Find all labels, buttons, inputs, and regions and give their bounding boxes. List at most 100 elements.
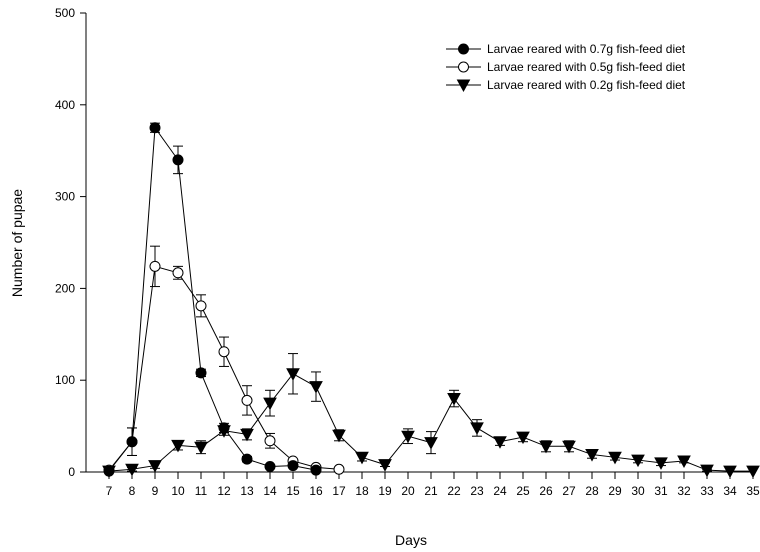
y-tick-label: 400 xyxy=(55,98,75,112)
data-point xyxy=(149,122,161,134)
data-point xyxy=(218,422,230,434)
data-point xyxy=(516,431,530,445)
x-tick-label: 12 xyxy=(217,484,231,498)
data-point xyxy=(447,393,461,406)
data-point xyxy=(333,463,345,475)
data-point xyxy=(195,367,207,379)
y-tick-label: 200 xyxy=(55,281,75,295)
x-tick-label: 30 xyxy=(631,484,645,498)
x-tick-label: 8 xyxy=(129,484,136,498)
data-point xyxy=(608,451,622,465)
data-point xyxy=(309,381,323,394)
x-tick-label: 10 xyxy=(171,484,185,498)
data-point xyxy=(240,428,254,442)
series-2 xyxy=(102,353,760,479)
data-point xyxy=(562,440,576,454)
x-tick-label: 23 xyxy=(470,484,484,498)
x-tick-label: 25 xyxy=(516,484,530,498)
series-1 xyxy=(103,245,345,476)
legend-marker xyxy=(458,61,469,73)
series-0 xyxy=(103,122,322,477)
data-point xyxy=(746,465,760,479)
x-tick-label: 29 xyxy=(608,484,622,498)
x-tick-label: 28 xyxy=(585,484,599,498)
series-layer xyxy=(102,122,760,479)
x-tick-label: 32 xyxy=(677,484,691,498)
series-line xyxy=(108,265,340,471)
x-tick-label: 9 xyxy=(152,484,159,498)
data-point xyxy=(470,422,484,435)
data-point xyxy=(631,454,645,468)
data-point xyxy=(424,437,438,450)
series-line xyxy=(108,126,317,472)
legend-marker xyxy=(458,43,469,55)
legend-item-1: Larvae reared with 0.5g fish-feed diet xyxy=(446,60,686,74)
data-point xyxy=(194,441,208,455)
x-tick-label: 13 xyxy=(240,484,254,498)
data-point xyxy=(125,463,139,477)
data-point xyxy=(539,440,553,454)
data-point xyxy=(218,346,230,358)
data-point xyxy=(241,453,253,465)
data-point xyxy=(355,451,369,465)
legend-item-2: Larvae reared with 0.2g fish-feed diet xyxy=(446,78,686,93)
legend-label: Larvae reared with 0.5g fish-feed diet xyxy=(487,60,686,74)
data-point xyxy=(264,435,276,447)
x-tick-label: 33 xyxy=(700,484,714,498)
x-axis-title: Days xyxy=(395,532,427,548)
x-tick-label: 22 xyxy=(447,484,461,498)
legend-item-0: Larvae reared with 0.7g fish-feed diet xyxy=(446,42,686,56)
data-point xyxy=(241,394,253,406)
x-tick-label: 16 xyxy=(309,484,323,498)
data-point xyxy=(310,464,322,476)
x-tick-label: 18 xyxy=(355,484,369,498)
x-tick-label: 19 xyxy=(378,484,392,498)
y-tick-label: 300 xyxy=(55,190,75,204)
x-tick-label: 20 xyxy=(401,484,415,498)
data-point xyxy=(263,397,277,411)
data-point xyxy=(172,267,184,279)
x-tick-label: 34 xyxy=(723,484,737,498)
data-point xyxy=(172,154,184,166)
data-point xyxy=(148,460,162,473)
x-tick-label: 24 xyxy=(493,484,507,498)
x-tick-label: 31 xyxy=(654,484,668,498)
data-point xyxy=(287,460,299,472)
legend-label: Larvae reared with 0.7g fish-feed diet xyxy=(487,42,686,56)
x-tick-label: 17 xyxy=(332,484,346,498)
data-point xyxy=(654,457,668,470)
x-tick-label: 11 xyxy=(195,484,208,498)
x-tick-label: 7 xyxy=(106,484,113,498)
x-tick-label: 26 xyxy=(539,484,553,498)
y-tick-label: 0 xyxy=(68,465,75,479)
x-tick-label: 15 xyxy=(286,484,300,498)
data-point xyxy=(171,439,185,453)
data-point xyxy=(103,465,115,477)
x-tick-label: 27 xyxy=(562,484,576,498)
data-point xyxy=(401,430,415,444)
data-point xyxy=(585,449,599,462)
legend: Larvae reared with 0.7g fish-feed diet La… xyxy=(446,42,686,93)
data-point xyxy=(126,436,138,448)
x-tick-label: 35 xyxy=(746,484,760,498)
x-tick-label: 21 xyxy=(424,484,438,498)
series-line xyxy=(108,373,753,472)
data-point xyxy=(149,260,161,272)
data-point xyxy=(332,429,346,443)
y-tick-label: 500 xyxy=(55,6,75,20)
data-point xyxy=(378,459,392,472)
data-point xyxy=(195,300,207,312)
legend-marker xyxy=(456,79,471,93)
data-point xyxy=(677,455,691,469)
data-point xyxy=(723,465,737,479)
axes: 0 100 200 300 400 500 7 8 9 10 11 12 13 14 15 16 17 18 19 2… xyxy=(55,6,760,498)
data-point xyxy=(493,436,507,449)
data-point xyxy=(286,368,300,381)
data-point xyxy=(264,460,276,472)
data-point xyxy=(700,464,714,478)
legend-label: Larvae reared with 0.2g fish-feed diet xyxy=(487,78,686,92)
x-tick-label: 14 xyxy=(263,484,277,498)
y-tick-label: 100 xyxy=(55,373,75,387)
y-axis-title: Number of pupae xyxy=(9,189,25,297)
